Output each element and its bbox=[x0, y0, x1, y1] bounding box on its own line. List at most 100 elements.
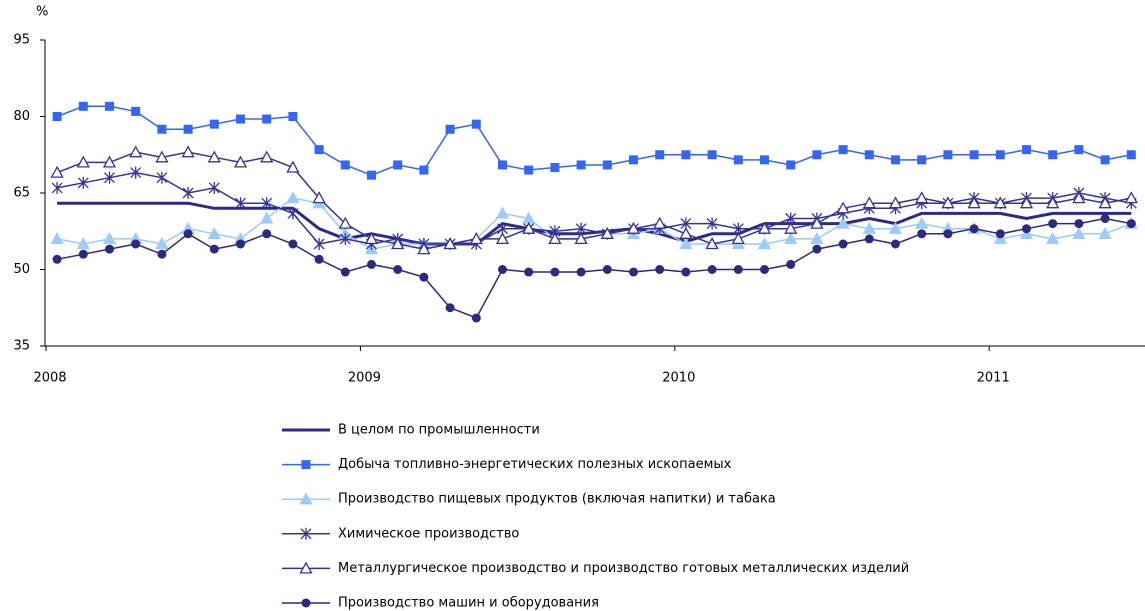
point bbox=[550, 267, 560, 277]
legend-marker bbox=[299, 561, 313, 574]
point bbox=[969, 224, 979, 234]
point bbox=[757, 237, 772, 250]
point bbox=[131, 106, 141, 116]
point bbox=[1126, 150, 1136, 160]
point bbox=[498, 160, 507, 170]
point bbox=[443, 237, 457, 250]
point bbox=[706, 217, 718, 230]
point bbox=[181, 145, 195, 158]
x-tick-label: 2010 bbox=[662, 371, 695, 386]
legend-label: Производство машин и оборудования bbox=[338, 596, 599, 611]
point bbox=[602, 160, 612, 170]
point bbox=[52, 254, 62, 264]
point bbox=[786, 160, 796, 170]
point bbox=[209, 244, 219, 254]
point bbox=[183, 124, 193, 134]
point bbox=[445, 124, 455, 134]
point bbox=[286, 160, 300, 173]
point bbox=[419, 272, 429, 282]
point bbox=[760, 265, 769, 274]
point bbox=[600, 226, 614, 239]
point bbox=[574, 232, 588, 245]
point bbox=[891, 155, 900, 165]
y-tick-label: 80 bbox=[13, 109, 30, 124]
point bbox=[471, 119, 481, 129]
point bbox=[784, 221, 798, 234]
point bbox=[131, 239, 141, 249]
point bbox=[1046, 196, 1060, 209]
point bbox=[233, 155, 248, 168]
point bbox=[102, 155, 117, 168]
point bbox=[260, 211, 274, 224]
point bbox=[209, 119, 219, 129]
point bbox=[445, 303, 455, 313]
point bbox=[393, 160, 403, 170]
point bbox=[915, 191, 929, 204]
point bbox=[757, 221, 772, 234]
point bbox=[1048, 219, 1058, 229]
x-tick-label: 2009 bbox=[348, 371, 381, 386]
y-tick-label: 35 bbox=[13, 339, 30, 354]
point bbox=[102, 232, 117, 245]
legend-marker bbox=[301, 598, 311, 608]
x-tick-label: 2008 bbox=[33, 371, 66, 386]
point bbox=[78, 249, 88, 259]
point bbox=[733, 155, 743, 165]
point bbox=[629, 155, 638, 165]
point bbox=[495, 232, 510, 245]
point bbox=[52, 112, 62, 121]
point bbox=[156, 171, 168, 184]
legend-marker bbox=[300, 527, 312, 540]
point bbox=[626, 221, 641, 234]
point bbox=[655, 265, 665, 274]
point bbox=[862, 196, 876, 209]
point bbox=[629, 267, 638, 277]
point bbox=[288, 112, 298, 121]
point bbox=[286, 191, 300, 204]
point bbox=[864, 150, 874, 160]
point bbox=[236, 114, 245, 124]
point bbox=[681, 267, 691, 277]
point bbox=[1019, 196, 1034, 209]
point bbox=[207, 226, 221, 239]
legend-label: Производство пищевых продуктов (включая … bbox=[338, 492, 776, 507]
point bbox=[208, 181, 220, 194]
point bbox=[339, 232, 351, 245]
point bbox=[681, 150, 691, 160]
y-tick-label: 95 bbox=[13, 33, 30, 48]
point bbox=[288, 239, 298, 249]
point bbox=[104, 171, 115, 184]
point bbox=[1046, 232, 1060, 245]
point bbox=[602, 265, 612, 274]
point bbox=[524, 267, 534, 277]
point bbox=[995, 150, 1005, 160]
point bbox=[155, 150, 169, 163]
point bbox=[1126, 219, 1136, 229]
point bbox=[313, 238, 325, 250]
point bbox=[287, 207, 299, 220]
series-line bbox=[56, 151, 1132, 250]
legend-marker bbox=[301, 460, 311, 470]
point bbox=[393, 265, 403, 274]
point bbox=[836, 201, 850, 214]
point bbox=[941, 196, 955, 209]
point bbox=[76, 155, 90, 168]
point bbox=[786, 259, 796, 269]
point bbox=[733, 265, 743, 274]
point bbox=[812, 244, 822, 254]
point bbox=[182, 187, 194, 199]
point bbox=[235, 197, 246, 210]
point bbox=[993, 232, 1007, 245]
point bbox=[1100, 214, 1110, 223]
point bbox=[50, 165, 64, 178]
point bbox=[653, 216, 667, 229]
point bbox=[495, 206, 510, 219]
point bbox=[576, 160, 586, 170]
point bbox=[1048, 150, 1058, 160]
point bbox=[314, 254, 324, 264]
point bbox=[1098, 196, 1112, 209]
point bbox=[367, 170, 376, 180]
legend-marker bbox=[299, 492, 313, 505]
y-unit: % bbox=[36, 5, 48, 20]
